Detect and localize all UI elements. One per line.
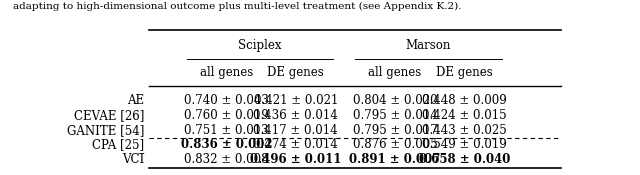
Text: GANITE [54]: GANITE [54] <box>67 124 145 137</box>
Text: all genes: all genes <box>369 66 422 79</box>
Text: 0.751 ± 0.013: 0.751 ± 0.013 <box>184 124 269 137</box>
Text: 0.891 ± 0.007: 0.891 ± 0.007 <box>349 153 441 166</box>
Text: VCI̅: VCI̅ <box>122 153 145 166</box>
Text: 0.421 ± 0.021: 0.421 ± 0.021 <box>253 94 338 107</box>
Text: CEVAE [26]: CEVAE [26] <box>74 109 145 122</box>
Text: 0.658 ± 0.040: 0.658 ± 0.040 <box>419 153 510 166</box>
Text: Sciplex: Sciplex <box>238 39 282 52</box>
Text: DE genes: DE genes <box>436 66 493 79</box>
Text: all genes: all genes <box>200 66 253 79</box>
Text: 0.876 ± 0.005: 0.876 ± 0.005 <box>353 138 437 152</box>
Text: 0.804 ± 0.020: 0.804 ± 0.020 <box>353 94 437 107</box>
Text: adapting to high-dimensional outcome plus multi-level treatment (see Appendix K.: adapting to high-dimensional outcome plu… <box>13 2 461 11</box>
Text: 0.740 ± 0.043: 0.740 ± 0.043 <box>184 94 269 107</box>
Text: 0.760 ± 0.019: 0.760 ± 0.019 <box>184 109 269 122</box>
Text: 0.443 ± 0.025: 0.443 ± 0.025 <box>422 124 507 137</box>
Text: 0.496 ± 0.011: 0.496 ± 0.011 <box>250 153 342 166</box>
Text: DE genes: DE genes <box>268 66 324 79</box>
Text: 0.474 ± 0.014: 0.474 ± 0.014 <box>253 138 338 152</box>
Text: 0.417 ± 0.014: 0.417 ± 0.014 <box>253 124 338 137</box>
Text: 0.795 ± 0.017: 0.795 ± 0.017 <box>353 124 437 137</box>
Text: 0.836 ± 0.002: 0.836 ± 0.002 <box>180 138 272 152</box>
Text: Marson: Marson <box>406 39 451 52</box>
Text: 0.424 ± 0.015: 0.424 ± 0.015 <box>422 109 507 122</box>
Text: 0.795 ± 0.014: 0.795 ± 0.014 <box>353 109 437 122</box>
Text: 0.832 ± 0.008: 0.832 ± 0.008 <box>184 153 269 166</box>
Text: 0.549 ± 0.019: 0.549 ± 0.019 <box>422 138 507 152</box>
Text: CPA [25]: CPA [25] <box>92 138 145 152</box>
Text: AE: AE <box>127 94 145 107</box>
Text: 0.436 ± 0.014: 0.436 ± 0.014 <box>253 109 338 122</box>
Text: 0.448 ± 0.009: 0.448 ± 0.009 <box>422 94 507 107</box>
